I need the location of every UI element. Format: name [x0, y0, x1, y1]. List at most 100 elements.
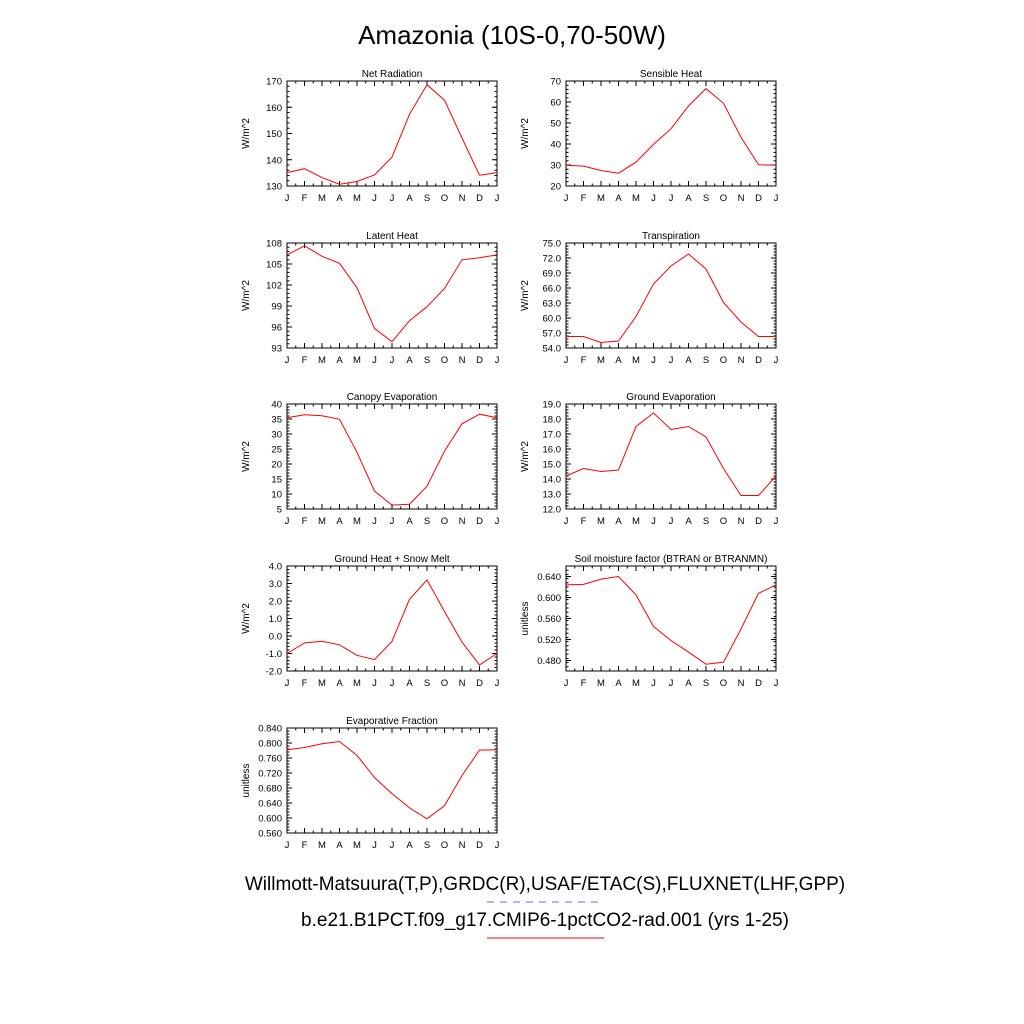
y-tick-label: 5 [277, 505, 282, 516]
x-tick-label: O [720, 678, 727, 689]
x-tick-label: O [720, 193, 727, 204]
x-tick-label: S [703, 516, 709, 527]
x-tick-label: F [302, 193, 308, 204]
series-line [566, 253, 776, 344]
x-tick-label: M [318, 193, 326, 204]
plot-frame [565, 80, 777, 187]
y-tick-label: 96 [271, 323, 282, 334]
y-tick-label: 66.0 [543, 284, 562, 295]
x-tick-label: O [441, 355, 448, 366]
y-tick-label: 0.600 [537, 593, 561, 604]
x-tick-label: F [302, 355, 308, 366]
x-tick-label: F [302, 840, 308, 851]
x-tick-label: J [651, 678, 656, 689]
x-tick-label: S [424, 193, 430, 204]
y-tick-label: 75.0 [543, 239, 562, 250]
x-tick-label: O [441, 678, 448, 689]
y-tick-label: 140 [266, 155, 282, 166]
y-tick-label: 17.0 [543, 430, 562, 441]
y-tick-label: 0.560 [537, 614, 561, 625]
x-tick-label: J [651, 516, 656, 527]
x-tick-label: J [651, 355, 656, 366]
x-tick-label: A [685, 193, 692, 204]
x-tick-label: J [390, 840, 395, 851]
y-tick-label: 40 [550, 140, 561, 151]
x-tick-label: M [597, 193, 605, 204]
y-tick-label: 0.640 [258, 799, 282, 810]
x-tick-label: J [372, 678, 377, 689]
x-tick-label: J [564, 678, 569, 689]
x-tick-label: M [597, 678, 605, 689]
y-axis-label: unitless [520, 602, 531, 636]
y-tick-label: 2.0 [269, 597, 282, 608]
x-tick-label: O [441, 193, 448, 204]
y-tick-label: 20 [271, 460, 282, 471]
x-tick-label: M [318, 355, 326, 366]
y-tick-label: 60.0 [543, 314, 562, 325]
x-tick-label: J [651, 193, 656, 204]
y-tick-label: 50 [550, 119, 561, 130]
x-tick-label: N [738, 516, 745, 527]
x-tick-label: J [564, 355, 569, 366]
panel-title: Ground Heat + Snow Melt [334, 554, 450, 565]
plot-frame [565, 565, 777, 672]
panel-title: Evaporative Fraction [346, 716, 438, 727]
series-line [286, 83, 498, 185]
x-tick-label: N [459, 355, 466, 366]
y-tick-label: -1.0 [266, 649, 282, 660]
x-tick-label: F [581, 516, 587, 527]
plot-frame [286, 727, 498, 834]
x-tick-label: M [318, 516, 326, 527]
y-axis-label: unitless [241, 764, 252, 798]
y-tick-label: 3.0 [269, 579, 282, 590]
x-tick-label: S [703, 355, 709, 366]
y-axis-label: W/m^2 [241, 603, 252, 634]
y-axis-label: W/m^2 [520, 280, 531, 311]
x-tick-label: A [615, 193, 622, 204]
series-line [565, 575, 777, 665]
panel-title: Ground Evaporation [626, 392, 716, 403]
x-tick-label: J [774, 355, 779, 366]
x-tick-label: A [615, 678, 622, 689]
y-tick-label: 25 [271, 445, 282, 456]
x-tick-label: A [406, 840, 413, 851]
y-tick-label: 130 [266, 182, 282, 193]
y-tick-label: 57.0 [543, 329, 562, 340]
y-tick-label: -2.0 [266, 667, 282, 678]
x-tick-label: D [755, 193, 762, 204]
y-tick-label: 4.0 [269, 562, 282, 573]
y-tick-label: 93 [271, 344, 282, 355]
series-line [286, 245, 498, 343]
x-tick-label: A [336, 193, 343, 204]
y-tick-label: 102 [266, 281, 282, 292]
x-tick-label: J [774, 193, 779, 204]
x-tick-label: S [424, 516, 430, 527]
x-tick-label: D [476, 678, 483, 689]
x-tick-label: A [406, 678, 413, 689]
y-axis-label: W/m^2 [241, 118, 252, 149]
x-tick-label: J [390, 193, 395, 204]
x-tick-label: N [459, 193, 466, 204]
x-tick-label: J [774, 678, 779, 689]
x-tick-label: A [336, 516, 343, 527]
y-tick-label: 15 [271, 475, 282, 486]
x-tick-label: N [459, 678, 466, 689]
x-tick-label: J [285, 678, 290, 689]
x-tick-label: D [476, 840, 483, 851]
plot-frame [286, 80, 498, 187]
y-tick-label: 0.840 [258, 724, 282, 735]
y-tick-label: 0.600 [258, 814, 282, 825]
y-axis-label: W/m^2 [241, 280, 252, 311]
x-tick-label: M [353, 840, 361, 851]
y-tick-label: 16.0 [543, 445, 562, 456]
panel-title: Net Radiation [362, 69, 423, 80]
x-tick-label: N [738, 193, 745, 204]
y-tick-label: 1.0 [269, 614, 282, 625]
y-tick-label: 108 [266, 239, 282, 250]
footer-line2: b.e21.B1PCT.f09_g17.CMIP6-1pctCO2-rad.00… [301, 910, 789, 931]
x-tick-label: N [738, 355, 745, 366]
